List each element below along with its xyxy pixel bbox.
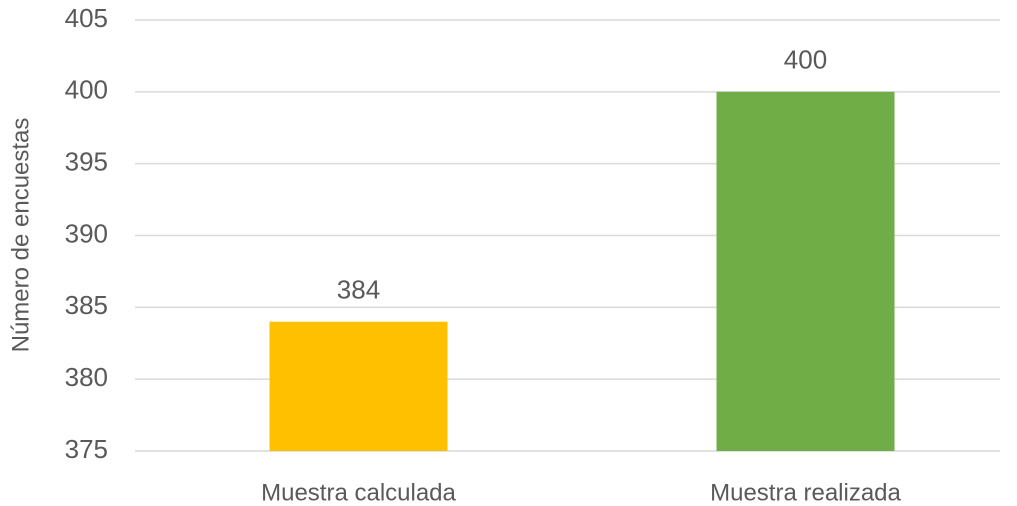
- bar: [269, 321, 448, 451]
- y-tick-label: 395: [65, 147, 108, 177]
- bar: [716, 91, 895, 451]
- y-tick-label: 400: [65, 75, 108, 105]
- y-tick-label: 385: [65, 290, 108, 320]
- data-label: 384: [337, 275, 380, 305]
- data-label: 400: [784, 45, 827, 75]
- x-tick-label: Muestra calculada: [261, 479, 456, 506]
- x-tick-label: Muestra realizada: [710, 479, 901, 506]
- y-tick-label: 390: [65, 218, 108, 248]
- y-axis-label: Número de encuestas: [7, 118, 34, 353]
- y-tick-label: 405: [65, 3, 108, 33]
- y-tick-label: 375: [65, 434, 108, 464]
- y-tick-label: 380: [65, 362, 108, 392]
